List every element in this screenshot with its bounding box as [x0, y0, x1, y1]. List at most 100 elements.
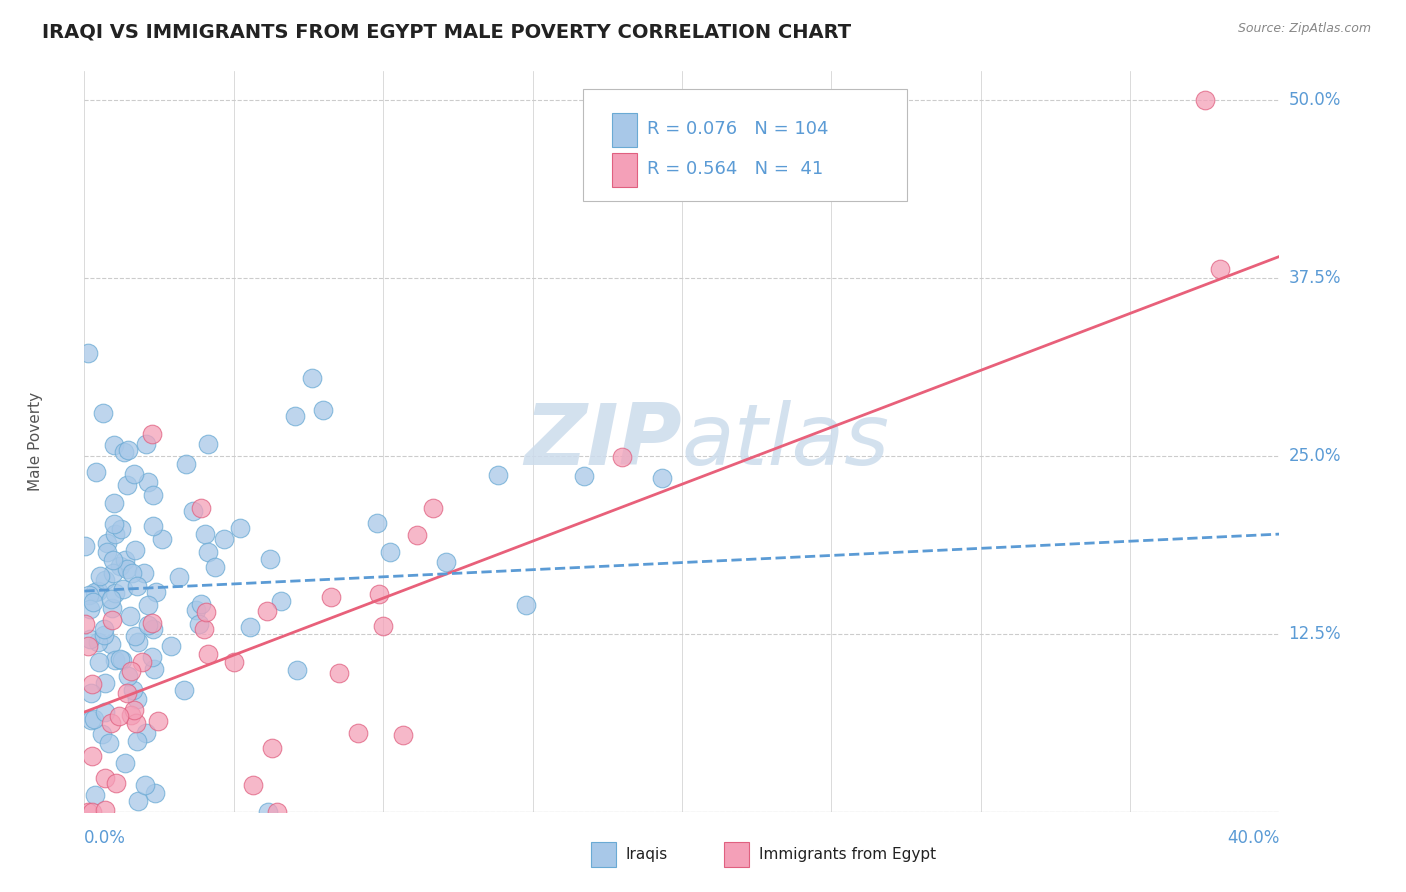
Point: [366, 516, 388, 530]
Point: [405, 527, 427, 541]
Point: [100, 637, 122, 651]
Point: [132, 566, 155, 580]
Point: [197, 545, 219, 559]
Text: R = 0.076   N = 104: R = 0.076 N = 104: [647, 120, 828, 138]
Point: [486, 467, 509, 482]
Point: [127, 733, 149, 747]
Point: [391, 728, 413, 742]
Text: R = 0.564   N =  41: R = 0.564 N = 41: [647, 161, 823, 178]
Text: 50.0%: 50.0%: [1288, 91, 1341, 109]
Point: [114, 553, 136, 567]
Point: [103, 495, 125, 509]
Point: [319, 590, 342, 604]
Point: [89, 569, 111, 583]
Text: 0.0%: 0.0%: [84, 829, 127, 847]
Point: [141, 426, 163, 441]
Point: [266, 805, 288, 819]
Point: [186, 602, 208, 616]
Point: [100, 591, 122, 606]
Point: [228, 521, 250, 535]
Point: [136, 617, 159, 632]
Point: [422, 500, 444, 515]
Point: [187, 617, 209, 632]
Point: [80, 714, 103, 728]
Point: [257, 805, 280, 819]
Point: [94, 705, 117, 719]
Point: [83, 789, 105, 803]
Point: [125, 692, 148, 706]
Point: [120, 708, 142, 723]
Point: [111, 582, 134, 596]
Point: [96, 536, 118, 550]
Point: [125, 716, 148, 731]
Point: [167, 570, 190, 584]
Point: [212, 532, 235, 546]
Point: [80, 805, 103, 819]
Point: [91, 406, 114, 420]
Point: [117, 443, 139, 458]
Point: [260, 741, 283, 756]
Point: [122, 703, 145, 717]
Point: [142, 623, 165, 637]
Point: [76, 640, 98, 654]
Point: [120, 664, 142, 678]
Point: [367, 587, 389, 601]
Point: [135, 726, 157, 740]
Point: [80, 677, 103, 691]
Point: [93, 627, 115, 641]
Point: [84, 466, 107, 480]
Point: [124, 543, 146, 558]
Point: [121, 566, 143, 580]
Point: [190, 597, 212, 611]
Point: [77, 805, 100, 819]
Point: [79, 632, 101, 646]
Point: [195, 605, 218, 619]
Point: [94, 573, 117, 587]
Point: [73, 616, 96, 631]
Point: [136, 598, 159, 612]
Point: [146, 714, 169, 728]
Point: [84, 585, 107, 599]
Point: [122, 467, 145, 482]
Point: [127, 635, 149, 649]
Text: IRAQI VS IMMIGRANTS FROM EGYPT MALE POVERTY CORRELATION CHART: IRAQI VS IMMIGRANTS FROM EGYPT MALE POVE…: [42, 22, 851, 41]
Point: [142, 518, 165, 533]
Point: [285, 663, 308, 677]
Point: [142, 662, 165, 676]
Point: [222, 655, 245, 669]
Point: [193, 622, 215, 636]
Point: [87, 635, 110, 649]
Point: [371, 618, 394, 632]
Point: [301, 371, 323, 385]
Point: [150, 532, 173, 546]
Point: [138, 475, 160, 490]
Point: [256, 605, 278, 619]
Point: [197, 437, 219, 451]
Point: [143, 786, 166, 800]
Point: [104, 776, 127, 790]
Point: [115, 686, 138, 700]
Point: [347, 726, 370, 740]
Point: [104, 586, 127, 600]
Point: [103, 517, 125, 532]
Point: [108, 651, 131, 665]
Point: [284, 409, 307, 423]
Point: [515, 598, 537, 612]
Point: [1209, 262, 1232, 277]
Point: [82, 595, 104, 609]
Text: Immigrants from Egypt: Immigrants from Egypt: [759, 847, 936, 862]
Text: 37.5%: 37.5%: [1288, 268, 1341, 287]
Point: [97, 736, 120, 750]
Point: [173, 683, 195, 698]
Point: [131, 656, 153, 670]
Point: [94, 771, 117, 785]
Point: [111, 653, 134, 667]
Point: [127, 579, 149, 593]
Point: [115, 562, 138, 576]
Point: [93, 803, 115, 817]
Point: [100, 601, 122, 615]
Point: [122, 683, 145, 698]
Point: [194, 527, 217, 541]
Point: [328, 666, 350, 681]
Text: atlas: atlas: [682, 400, 890, 483]
